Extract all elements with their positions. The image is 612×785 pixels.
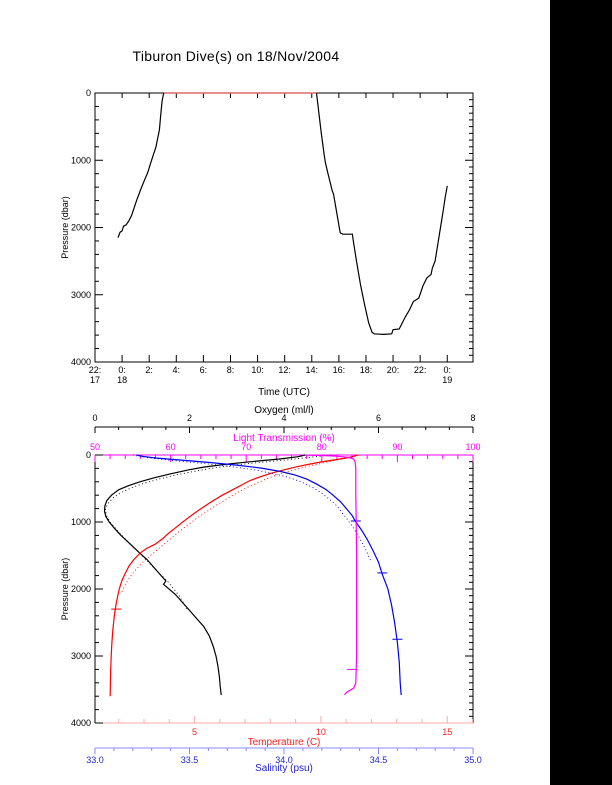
svg-text:35.0: 35.0 (464, 755, 482, 765)
svg-text:33.5: 33.5 (181, 755, 199, 765)
svg-text:1000: 1000 (71, 517, 91, 527)
salinity-upcast (132, 454, 372, 562)
svg-text:1000: 1000 (71, 155, 91, 165)
svg-text:4000: 4000 (71, 718, 91, 728)
svg-text:6: 6 (376, 413, 381, 423)
svg-text:16:: 16: (333, 365, 346, 375)
svg-text:2000: 2000 (71, 223, 91, 233)
svg-text:2000: 2000 (71, 584, 91, 594)
svg-text:34.0: 34.0 (275, 755, 293, 765)
temperature-downcast (109, 454, 358, 697)
svg-text:0: 0 (86, 88, 91, 98)
svg-text:14:: 14: (306, 365, 319, 375)
svg-text:8: 8 (470, 413, 475, 423)
right-black-band (550, 0, 612, 785)
svg-text:4000: 4000 (71, 357, 91, 367)
bottom-chart-frame (94, 454, 474, 724)
svg-text:10: 10 (316, 727, 326, 737)
svg-text:10:: 10: (251, 365, 264, 375)
oxygen-axis: 0 2 4 6 8 Oxygen (ml/l) (92, 405, 476, 433)
svg-text:Pressure (dbar): Pressure (dbar) (60, 558, 70, 621)
svg-text:20:: 20: (387, 365, 400, 375)
svg-text:5: 5 (192, 727, 197, 737)
svg-text:0: 0 (86, 450, 91, 460)
svg-text:18:: 18: (360, 365, 373, 375)
temperature-axis: 5 10 15 Temperature (C) (118, 716, 473, 748)
time-axis: 22:170:182: 4: 6: 8: 10: 12: 14: 16: 18: 20: 22: 0:… (89, 93, 452, 398)
pressure-axis-top-chart: 0 1000 2000 3000 4000 Pressure (dbar) (60, 88, 473, 367)
svg-text:34.5: 34.5 (370, 755, 388, 765)
light-transmission-axis: 50 60 70 80 90 100 Light Transmission (%) (90, 433, 481, 462)
page-title: Tiburon Dive(s) on 18/Nov/2004 (132, 48, 340, 64)
svg-text:Light Transmission (%): Light Transmission (%) (233, 433, 335, 444)
svg-text:0: 0 (92, 413, 97, 423)
svg-text:18: 18 (117, 375, 127, 385)
svg-text:12:: 12: (278, 365, 291, 375)
svg-text:Temperature (C): Temperature (C) (248, 737, 321, 748)
svg-text:2:: 2: (145, 365, 153, 375)
svg-text:Salinity (psu): Salinity (psu) (255, 763, 313, 774)
svg-text:80: 80 (317, 442, 327, 452)
svg-text:2: 2 (187, 413, 192, 423)
svg-text:70: 70 (241, 442, 251, 452)
salinity-axis: 33.0 33.5 34.0 34.5 35.0 Salinity (psu) (86, 747, 482, 774)
svg-text:6:: 6: (200, 365, 208, 375)
svg-text:0:: 0: (444, 365, 452, 375)
oxygen-downcast (103, 454, 306, 695)
svg-text:22:: 22: (414, 365, 427, 375)
svg-text:0:: 0: (118, 365, 126, 375)
light-transmission-profile (306, 454, 358, 696)
svg-text:4:: 4: (173, 365, 181, 375)
pressure-axis-bottom-chart: 0 1000 2000 3000 4000 Pressure (dbar) (60, 450, 473, 728)
svg-text:33.0: 33.0 (86, 755, 104, 765)
svg-text:3000: 3000 (71, 651, 91, 661)
svg-text:22:: 22: (89, 365, 102, 375)
svg-text:100: 100 (465, 442, 480, 452)
svg-text:3000: 3000 (71, 290, 91, 300)
svg-text:60: 60 (166, 442, 176, 452)
svg-text:Time (UTC): Time (UTC) (258, 387, 310, 398)
svg-text:90: 90 (392, 442, 402, 452)
ctd-profiles-chart: 0 1000 2000 3000 4000 Pressure (dbar) 0 2 4 6 8 Oxy… (60, 405, 482, 774)
depth-time-track (117, 92, 448, 336)
dive-depth-time-chart: 22:170:182: 4: 6: 8: 10: 12: 14: 16: 18: 20: 22: 0:… (60, 88, 474, 398)
svg-text:19: 19 (442, 375, 452, 385)
svg-text:4: 4 (281, 413, 286, 423)
salinity-downcast (136, 454, 402, 695)
svg-text:Pressure (dbar): Pressure (dbar) (60, 196, 70, 259)
oxygen-upcast (104, 454, 332, 610)
svg-text:Oxygen (ml/l): Oxygen (ml/l) (254, 405, 313, 416)
svg-text:8:: 8: (227, 365, 235, 375)
top-chart-frame (94, 92, 474, 363)
svg-text:17: 17 (90, 375, 100, 385)
svg-text:15: 15 (442, 727, 452, 737)
temperature-upcast (120, 454, 359, 594)
svg-text:50: 50 (90, 442, 100, 452)
